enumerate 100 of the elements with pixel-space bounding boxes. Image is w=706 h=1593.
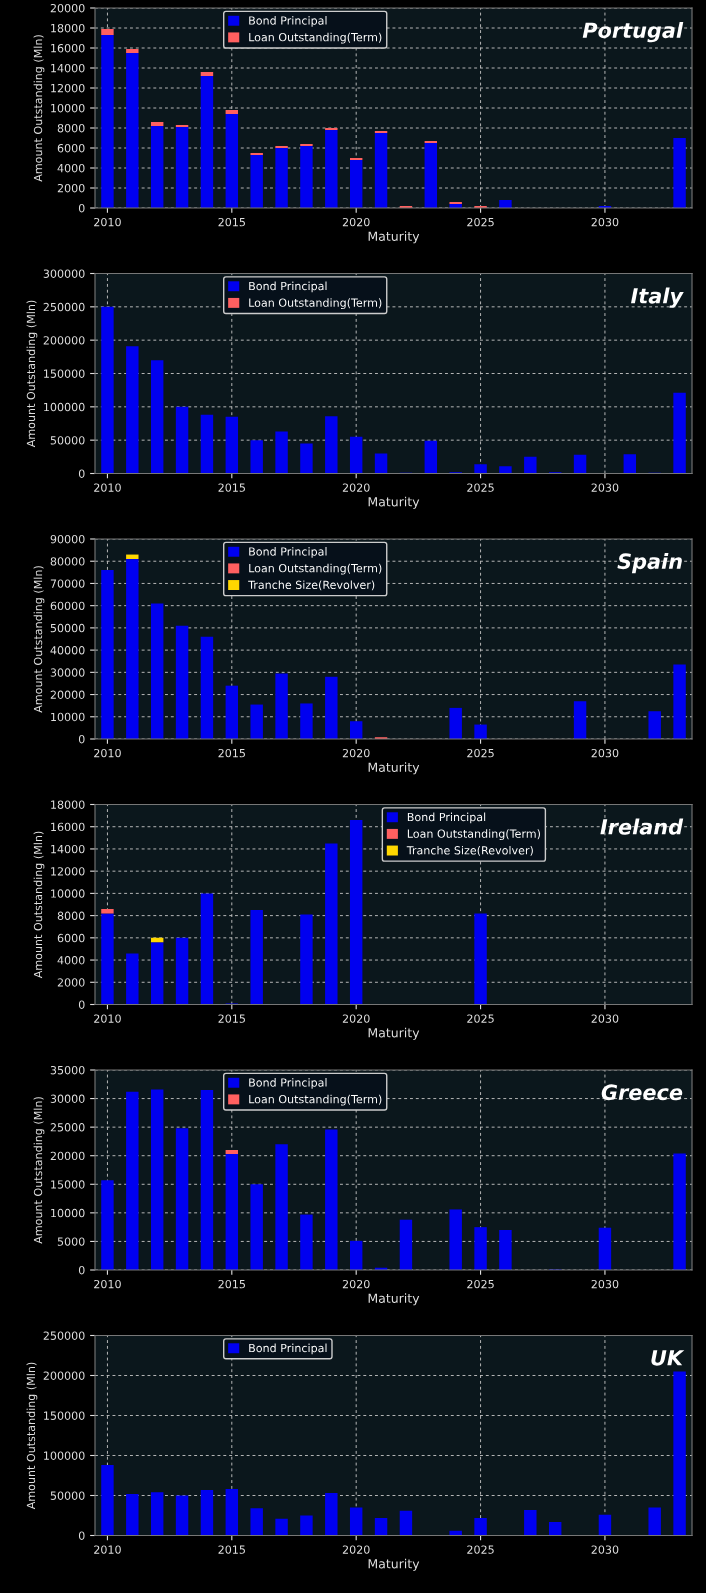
y-tick-label: 250000 bbox=[43, 302, 85, 312]
text: Italy bbox=[630, 287, 684, 308]
x-tick-label: 2030 bbox=[591, 1279, 619, 1289]
y-tick-label: 10000 bbox=[51, 889, 85, 898]
text: UK bbox=[651, 1350, 685, 1366]
y-tick-label: 20000 bbox=[50, 3, 85, 13]
y-tick-label: 150000 bbox=[44, 369, 85, 378]
y-tick-label: 200000 bbox=[43, 336, 85, 345]
y-tick-label: 15000 bbox=[51, 1180, 85, 1189]
y-tick-label: 150000 bbox=[44, 1411, 85, 1420]
x-tick-label: 2015 bbox=[218, 1014, 245, 1023]
x-tick-label: 2030 bbox=[591, 1014, 619, 1023]
x-tick-label: 2010 bbox=[94, 1545, 121, 1554]
x-tick-label: 2010 bbox=[94, 217, 121, 227]
y-axis-title: Amount Outstanding (Mln) bbox=[33, 566, 45, 713]
y-tick-label: 5000 bbox=[57, 1237, 85, 1246]
x-tick-label: 2020 bbox=[342, 483, 370, 492]
y-axis-title: Amount Outstanding (Mln) bbox=[33, 1097, 45, 1244]
y-tick-label: 60000 bbox=[50, 601, 85, 611]
x-tick-label: 2025 bbox=[467, 1279, 494, 1289]
y-tick-label: 35000 bbox=[50, 1065, 85, 1075]
text: Ireland bbox=[600, 818, 684, 835]
legend-label: Loan Outstanding(Term) bbox=[249, 563, 382, 575]
x-tick-label: 2015 bbox=[218, 483, 245, 492]
y-tick-label: 30000 bbox=[50, 1094, 85, 1103]
x-tick-label: 2010 bbox=[94, 483, 121, 492]
x-tick-label: 2030 bbox=[591, 748, 619, 758]
x-tick-label: 2025 bbox=[467, 1545, 494, 1554]
y-axis-title: Amount Outstanding (Mln) bbox=[26, 300, 38, 448]
x-tick-label: 2030 bbox=[591, 1545, 619, 1554]
y-tick-label: 14000 bbox=[51, 844, 85, 854]
y-tick-label: 80000 bbox=[50, 557, 85, 566]
y-tick-label: 14000 bbox=[51, 63, 85, 73]
y-tick-label: 10000 bbox=[51, 103, 85, 113]
x-tick-label: 2025 bbox=[467, 1014, 494, 1023]
legend-label: Bond Principal bbox=[249, 1343, 327, 1355]
x-tick-label: 2015 bbox=[218, 1545, 245, 1554]
y-tick-label: 100000 bbox=[44, 1451, 85, 1460]
x-tick-label: 2020 bbox=[342, 748, 370, 758]
y-tick-label: 70000 bbox=[50, 579, 85, 588]
y-tick-label: 0 bbox=[78, 1531, 85, 1540]
y-axis-title: Amount Outstanding (Mln) bbox=[33, 831, 45, 979]
legend-label: Loan Outstanding(Term) bbox=[249, 298, 382, 310]
y-tick-label: 8000 bbox=[57, 123, 85, 133]
legend-label: Loan Outstanding(Term) bbox=[407, 829, 540, 841]
x-tick-label: 2015 bbox=[218, 217, 245, 227]
y-tick-label: 4000 bbox=[57, 956, 85, 965]
y-tick-label: 0 bbox=[78, 469, 85, 478]
y-tick-label: 200000 bbox=[43, 1371, 85, 1380]
x-axis-title: Maturity bbox=[368, 231, 420, 244]
x-tick-label: 2020 bbox=[342, 1014, 370, 1023]
y-axis-title: Amount Outstanding (Mln) bbox=[26, 1362, 38, 1510]
x-tick-label: 2025 bbox=[467, 748, 494, 758]
y-tick-label: 16000 bbox=[51, 43, 85, 53]
x-tick-label: 2020 bbox=[342, 1279, 370, 1289]
x-tick-label: 2015 bbox=[218, 748, 245, 758]
y-tick-label: 4000 bbox=[57, 163, 85, 173]
y-tick-label: 6000 bbox=[57, 143, 85, 153]
x-tick-label: 2020 bbox=[342, 217, 370, 227]
legend-label: Loan Outstanding(Term) bbox=[249, 1094, 382, 1106]
y-tick-label: 8000 bbox=[57, 911, 85, 920]
legend-label: Bond Principal bbox=[249, 16, 327, 27]
y-tick-label: 0 bbox=[78, 734, 85, 744]
x-tick-label: 2030 bbox=[591, 217, 619, 227]
y-tick-label: 12000 bbox=[51, 867, 85, 876]
y-tick-label: 6000 bbox=[57, 933, 85, 943]
x-axis-title: Maturity bbox=[368, 1027, 420, 1040]
x-tick-label: 2010 bbox=[94, 748, 121, 758]
text: Spain bbox=[617, 553, 682, 574]
y-tick-label: 250000 bbox=[43, 1331, 85, 1340]
y-tick-label: 50000 bbox=[50, 436, 85, 445]
x-axis-title: Maturity bbox=[368, 762, 420, 775]
text: Portugal bbox=[582, 22, 684, 43]
y-tick-label: 25000 bbox=[50, 1123, 85, 1132]
y-tick-label: 10000 bbox=[51, 1208, 85, 1218]
y-tick-label: 2000 bbox=[57, 978, 85, 987]
x-tick-label: 2030 bbox=[591, 483, 619, 492]
legend-label: Bond Principal bbox=[249, 1078, 327, 1089]
x-axis-title: Maturity bbox=[368, 1558, 420, 1571]
y-tick-label: 20000 bbox=[50, 1151, 85, 1161]
y-axis-title: Amount Outstanding (Mln) bbox=[33, 35, 45, 182]
y-tick-label: 20000 bbox=[50, 690, 85, 699]
y-tick-label: 0 bbox=[78, 203, 85, 213]
x-tick-label: 2015 bbox=[218, 1279, 245, 1289]
y-tick-label: 90000 bbox=[50, 534, 85, 544]
y-tick-label: 12000 bbox=[51, 83, 85, 93]
y-tick-label: 40000 bbox=[50, 646, 85, 655]
x-tick-label: 2020 bbox=[342, 1545, 370, 1554]
x-tick-label: 2010 bbox=[94, 1014, 121, 1023]
y-tick-label: 18000 bbox=[51, 800, 85, 809]
legend-label: Bond Principal bbox=[249, 547, 327, 558]
y-tick-label: 50000 bbox=[50, 623, 85, 633]
y-tick-label: 30000 bbox=[50, 668, 85, 677]
y-tick-label: 50000 bbox=[50, 1491, 85, 1500]
x-tick-label: 2010 bbox=[94, 1279, 121, 1289]
y-tick-label: 18000 bbox=[51, 23, 85, 33]
legend-label: Bond Principal bbox=[249, 281, 327, 293]
x-axis-title: Maturity bbox=[368, 1293, 420, 1306]
x-tick-label: 2025 bbox=[467, 217, 494, 227]
legend-label: Tranche Size(Revolver) bbox=[406, 845, 533, 856]
